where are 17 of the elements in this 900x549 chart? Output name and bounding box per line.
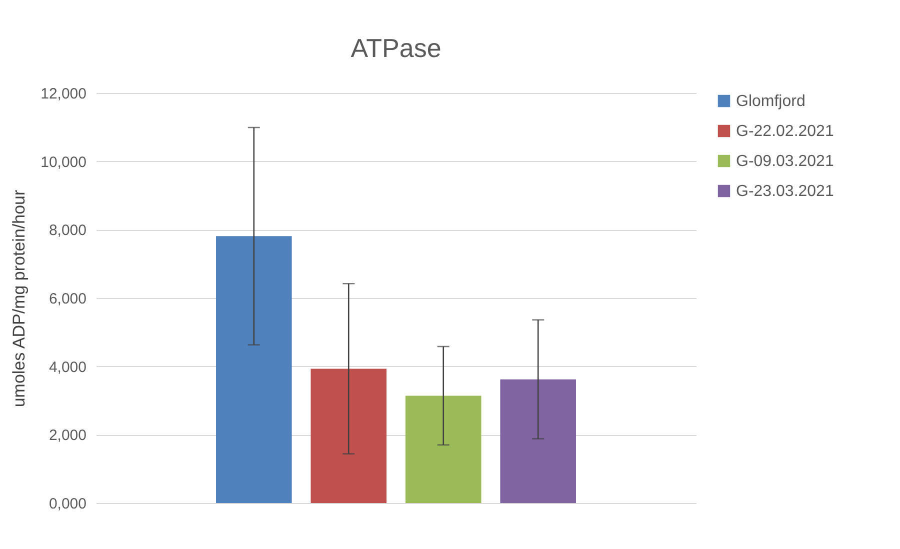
y-tick-label: 12,000 xyxy=(40,86,86,102)
y-tick-label: 6,000 xyxy=(48,290,86,308)
bar xyxy=(500,379,576,503)
y-tick-label: 4,000 xyxy=(48,358,86,376)
legend-label: G-22.02.2021 xyxy=(736,123,834,140)
legend-label: G-23.03.2021 xyxy=(736,183,834,200)
bar xyxy=(405,396,482,503)
y-tick-label: 0,000 xyxy=(48,496,86,512)
y-tick-label: 8,000 xyxy=(48,222,86,240)
legend-label: Glomfjord xyxy=(736,93,806,110)
y-tick-label: 10,000 xyxy=(40,154,86,171)
bar xyxy=(216,236,292,503)
legend-label: G-09.03.2021 xyxy=(736,153,834,170)
y-axis-title: umoles ADP/mg protein/hour xyxy=(10,190,29,408)
chart-title: ATPase xyxy=(350,33,442,63)
bar xyxy=(310,368,387,503)
y-tick-label: 2,000 xyxy=(48,427,86,444)
